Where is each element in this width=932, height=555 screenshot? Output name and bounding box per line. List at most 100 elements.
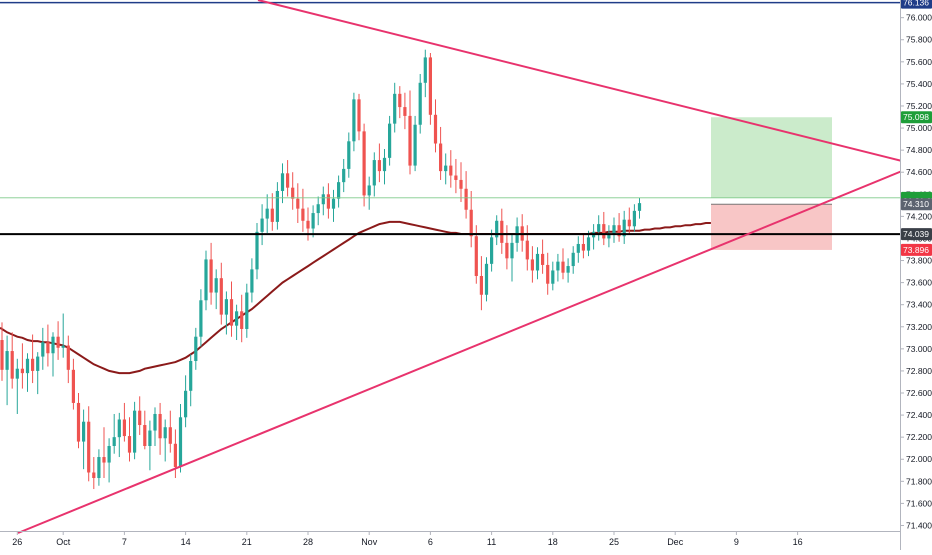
time-tick-label: 18 xyxy=(548,537,558,547)
candle xyxy=(184,375,188,428)
candle xyxy=(97,449,101,486)
candle xyxy=(561,248,565,280)
candle-body xyxy=(311,213,315,229)
candle xyxy=(255,222,259,280)
candle-body xyxy=(148,430,152,446)
candle-body xyxy=(464,188,468,210)
candle-body xyxy=(490,237,494,264)
candle-body xyxy=(556,261,560,271)
candle-body xyxy=(321,194,325,205)
candle xyxy=(194,327,198,370)
descending-trendline[interactable] xyxy=(257,0,903,162)
candle xyxy=(530,246,534,283)
candle xyxy=(15,358,19,414)
target-zone[interactable] xyxy=(711,117,832,198)
price-axis[interactable]: 71.400 71.600 71.800 72.000 72.200 72.400 72.6… xyxy=(900,0,932,550)
candle-body xyxy=(326,194,330,209)
candle-body xyxy=(586,237,591,251)
candle xyxy=(158,402,162,455)
time-axis[interactable]: 26 Oct 7 14 21 28 Nov 6 11 18 25 Dec 9 16 xyxy=(0,531,900,547)
candle-body xyxy=(382,157,387,172)
candle xyxy=(316,196,320,226)
candle xyxy=(479,256,483,311)
candle-body xyxy=(408,115,412,166)
price-badge-bg xyxy=(901,111,932,124)
candle-body xyxy=(158,413,162,439)
candle xyxy=(56,321,60,360)
time-tick-label: 25 xyxy=(609,537,619,547)
candle-body xyxy=(270,208,274,222)
price-tick-label: 75.400 xyxy=(906,79,932,89)
price-badge-bg xyxy=(901,243,932,256)
candle xyxy=(525,225,529,271)
candle xyxy=(286,160,290,197)
candle-body xyxy=(143,425,147,446)
price-badge: 74.039 xyxy=(901,228,932,241)
candle xyxy=(25,353,30,392)
candle-body xyxy=(525,240,529,260)
candle xyxy=(36,352,40,395)
candle-body xyxy=(474,236,478,276)
candle-body xyxy=(61,345,65,348)
candle xyxy=(464,171,468,219)
candle-body xyxy=(352,99,356,142)
candle-body xyxy=(51,336,55,354)
time-tick-label: 9 xyxy=(734,537,739,547)
candle xyxy=(280,163,285,204)
candle xyxy=(20,343,24,389)
candle xyxy=(122,402,126,442)
price-badge-text: 74.310 xyxy=(903,199,929,209)
candle xyxy=(66,335,70,384)
drawing-lines[interactable] xyxy=(0,0,903,534)
candle xyxy=(82,409,86,470)
stop-zone[interactable] xyxy=(711,204,832,250)
candle xyxy=(76,393,81,449)
candle-body xyxy=(306,220,310,229)
candle-body xyxy=(286,173,290,188)
risk-reward-zones[interactable] xyxy=(711,117,832,250)
candle xyxy=(546,252,550,295)
candle xyxy=(245,283,249,338)
candle-body xyxy=(566,266,570,273)
candle xyxy=(342,158,346,193)
candle-body xyxy=(418,82,422,125)
candle-body xyxy=(632,210,636,227)
candle-body xyxy=(607,234,611,239)
candle-body xyxy=(31,358,35,371)
price-badge-bg xyxy=(901,228,932,241)
candle-body xyxy=(92,472,96,479)
candle-body xyxy=(505,242,509,259)
price-tick-label: 71.600 xyxy=(906,498,932,508)
candle xyxy=(214,269,218,310)
candle xyxy=(260,204,264,246)
candle-body xyxy=(235,311,239,326)
candle xyxy=(0,322,4,381)
candle xyxy=(240,294,244,343)
candle-body xyxy=(178,417,183,467)
candle-body xyxy=(627,219,631,227)
time-tick-label: 26 xyxy=(12,537,22,547)
candle xyxy=(581,234,585,259)
candle xyxy=(423,49,427,98)
candle-body xyxy=(127,436,132,453)
price-tick-label: 73.200 xyxy=(906,322,932,332)
candle xyxy=(352,92,356,152)
candle xyxy=(265,194,269,233)
price-tick-label: 72.600 xyxy=(906,388,932,398)
candle-body xyxy=(413,124,417,166)
price-tick-label: 75.600 xyxy=(906,57,932,67)
candle-body xyxy=(117,419,121,438)
candle-body xyxy=(362,131,366,196)
candle-body xyxy=(260,218,264,232)
candle xyxy=(510,234,514,282)
candle-body xyxy=(71,369,75,403)
price-tick-label: 74.600 xyxy=(906,167,932,177)
candle-body xyxy=(0,340,4,370)
price-tick-label: 75.000 xyxy=(906,123,932,133)
candle xyxy=(382,149,387,185)
candle-body xyxy=(87,421,91,473)
ascending-trendline[interactable] xyxy=(17,170,903,534)
candle xyxy=(92,457,96,490)
